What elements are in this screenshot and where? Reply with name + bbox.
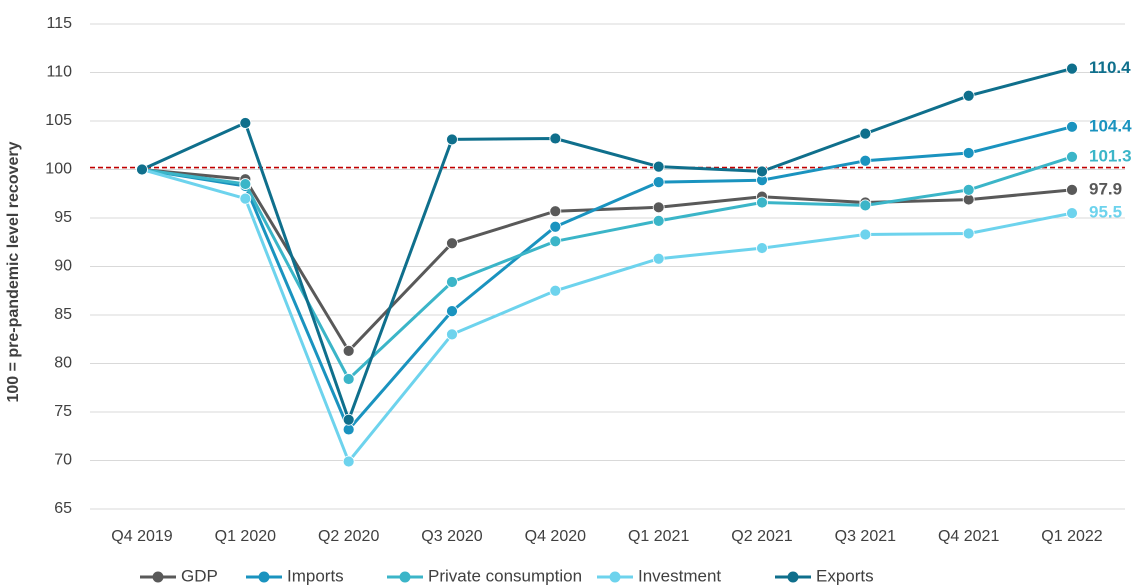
x-tick-label: Q2 2020 — [318, 528, 379, 545]
data-point-private-consumption — [859, 199, 872, 212]
series-line-gdp — [141, 168, 1073, 353]
legend-item-exports: Exports — [775, 566, 874, 585]
y-tick-label: 110 — [46, 64, 72, 81]
y-tick-label: 105 — [45, 112, 72, 129]
legend-label-gdp: GDP — [181, 566, 218, 585]
data-point-exports — [136, 163, 148, 176]
data-point-investment — [549, 284, 562, 297]
data-point-gdp — [342, 344, 355, 357]
series-investment — [136, 163, 1078, 468]
end-label-private-consumption: 101.3 — [1089, 146, 1132, 165]
x-tick-label: Q4 2019 — [111, 528, 172, 545]
data-point-private-consumption — [756, 196, 768, 209]
data-point-exports — [1066, 62, 1078, 75]
legend-marker-imports — [258, 571, 270, 583]
data-point-investment — [652, 252, 665, 265]
end-labels: 97.9 104.4 101.3 95.5 110.4 — [1089, 58, 1132, 222]
data-point-imports — [652, 176, 665, 189]
data-point-imports — [446, 305, 458, 318]
y-tick-label: 115 — [46, 15, 72, 32]
data-point-investment — [342, 455, 355, 468]
data-point-exports — [962, 89, 975, 102]
data-point-investment — [446, 328, 458, 341]
y-tick-label: 95 — [54, 209, 72, 226]
data-point-imports — [549, 220, 562, 233]
x-tick-label: Q3 2021 — [835, 528, 896, 545]
data-point-investment — [756, 242, 768, 254]
series-line-imports — [141, 125, 1073, 431]
legend-label-investment: Investment — [638, 566, 721, 585]
data-point-exports — [549, 132, 562, 145]
legend-item-imports: Imports — [246, 566, 344, 585]
data-point-gdp — [549, 205, 562, 218]
legend-marker-gdp — [152, 571, 164, 583]
x-tick-label: Q1 2022 — [1041, 528, 1102, 545]
y-tick-label: 90 — [54, 258, 72, 275]
y-tick-label: 100 — [45, 161, 72, 178]
y-tick-label: 70 — [54, 452, 72, 469]
data-point-private-consumption — [342, 373, 355, 385]
data-point-private-consumption — [549, 235, 562, 248]
data-point-imports — [962, 147, 975, 159]
series-private-consumption — [136, 150, 1078, 385]
x-tick-label: Q4 2021 — [938, 528, 999, 545]
data-point-gdp — [652, 201, 665, 214]
legend-label-exports: Exports — [816, 566, 874, 585]
data-point-investment — [962, 227, 975, 240]
data-point-private-consumption — [962, 183, 975, 196]
y-axis-label: 100 = pre-pandemic level recovery — [5, 141, 22, 402]
y-tick-label: 85 — [54, 306, 72, 323]
y-axis-ticks: 65 70 75 80 85 90 95 100 105 110 115 — [45, 15, 72, 517]
series-line-investment — [141, 168, 1073, 463]
end-label-gdp: 97.9 — [1089, 179, 1122, 198]
data-point-imports — [859, 154, 872, 167]
data-point-private-consumption — [1066, 150, 1078, 163]
data-point-private-consumption — [446, 276, 458, 288]
legend: GDP Imports Private consumption Investment E… — [140, 566, 874, 585]
series-exports — [136, 62, 1078, 426]
y-tick-label: 80 — [54, 355, 72, 372]
end-label-imports: 104.4 — [1089, 116, 1132, 135]
data-point-exports — [859, 127, 872, 140]
legend-marker-investment — [609, 571, 621, 583]
data-point-investment — [239, 192, 252, 205]
data-point-private-consumption — [239, 178, 252, 190]
x-tick-label: Q1 2020 — [215, 528, 276, 545]
data-point-exports — [342, 413, 355, 426]
series-line-exports — [141, 67, 1073, 422]
legend-label-imports: Imports — [287, 566, 344, 585]
data-point-exports — [446, 133, 458, 146]
series-layer — [136, 62, 1078, 468]
y-tick-label: 65 — [54, 500, 72, 517]
data-point-exports — [756, 165, 768, 178]
data-point-investment — [859, 228, 872, 241]
end-label-investment: 95.5 — [1089, 203, 1122, 222]
data-point-gdp — [1066, 183, 1078, 196]
legend-label-private-consumption: Private consumption — [428, 566, 582, 585]
legend-item-gdp: GDP — [140, 566, 218, 585]
data-point-exports — [239, 117, 252, 129]
x-tick-label: Q2 2021 — [731, 528, 792, 545]
data-point-exports — [652, 160, 665, 173]
series-line-private-consumption — [141, 155, 1073, 381]
x-tick-label: Q4 2020 — [525, 528, 586, 545]
legend-marker-private-consumption — [399, 571, 411, 583]
data-point-gdp — [446, 237, 458, 250]
data-point-private-consumption — [652, 215, 665, 227]
data-point-investment — [1066, 207, 1078, 220]
x-tick-label: Q1 2021 — [628, 528, 689, 545]
y-tick-label: 75 — [54, 403, 72, 420]
end-label-exports: 110.4 — [1089, 58, 1131, 77]
data-point-imports — [1066, 120, 1078, 133]
x-axis-ticks: Q4 2019 Q1 2020 Q2 2020 Q3 2020 Q4 2020 Q1 20… — [111, 528, 1102, 545]
legend-marker-exports — [787, 571, 799, 583]
legend-item-private-consumption: Private consumption — [387, 566, 582, 585]
legend-item-investment: Investment — [597, 566, 721, 585]
x-tick-label: Q3 2020 — [421, 528, 482, 545]
